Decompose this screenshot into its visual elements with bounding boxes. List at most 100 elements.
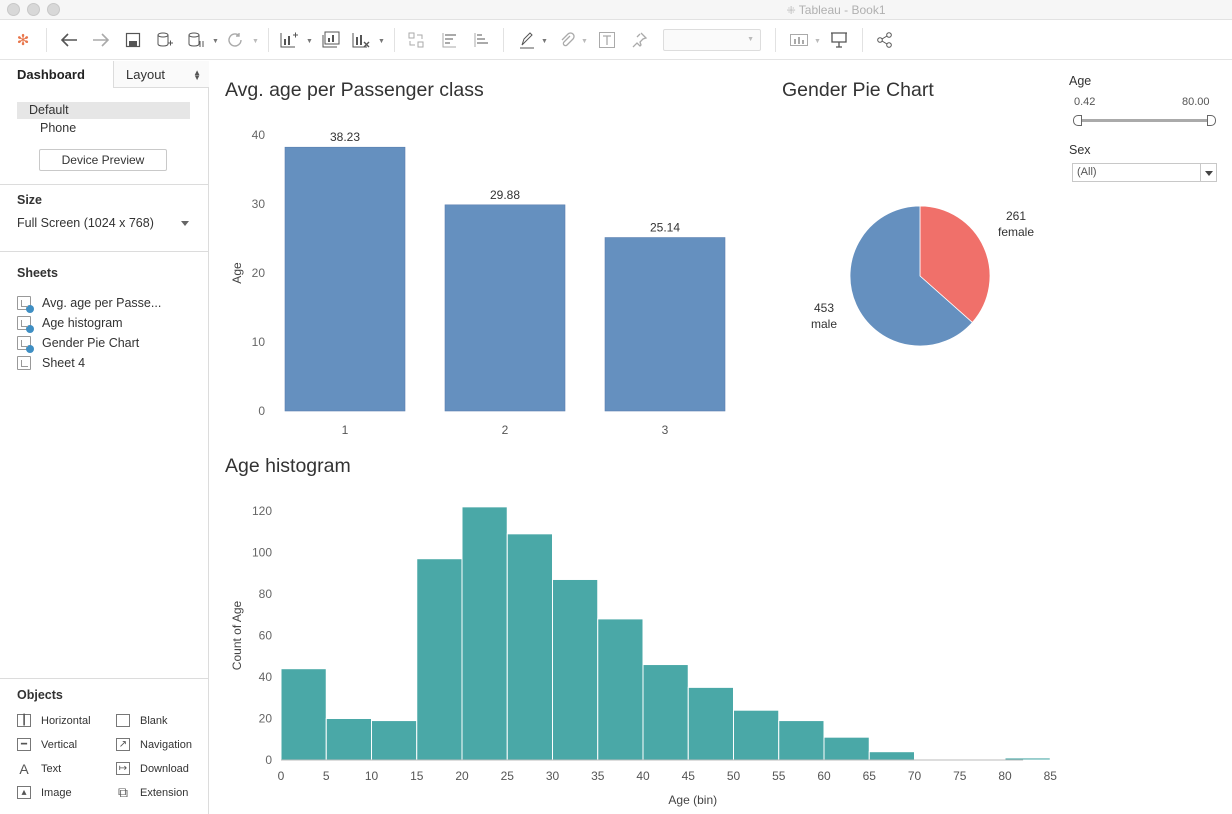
histogram-bar[interactable]: [552, 578, 599, 761]
object-navigation[interactable]: ↗ Navigation: [116, 738, 192, 751]
blank-icon: [116, 714, 130, 727]
y-axis-label: Age: [230, 262, 244, 284]
sheet-item-age-histogram[interactable]: Age histogram: [17, 314, 123, 333]
histogram-bar[interactable]: [416, 558, 463, 761]
age-slider-min-handle[interactable]: [1073, 115, 1082, 126]
chevron-down-icon[interactable]: ▼: [306, 38, 313, 45]
histogram-bar[interactable]: [461, 506, 508, 761]
refresh-icon[interactable]: [224, 29, 246, 51]
close-window-button[interactable]: [7, 3, 20, 16]
object-download[interactable]: ↦ Download: [116, 762, 189, 775]
swap-rows-columns-icon[interactable]: [405, 29, 427, 51]
histogram-bar[interactable]: [733, 709, 780, 761]
x-tick-label: 20: [455, 769, 469, 783]
gender-pie-chart[interactable]: 261 female 453 male: [800, 190, 1040, 360]
chevron-down-icon[interactable]: ▼: [252, 38, 259, 45]
forward-arrow-icon[interactable]: [90, 29, 112, 51]
clear-sheet-icon[interactable]: [350, 29, 372, 51]
save-icon[interactable]: [122, 29, 144, 51]
minimize-window-button[interactable]: [27, 3, 40, 16]
object-vertical[interactable]: ━ Vertical: [17, 738, 77, 751]
pie-slice-female[interactable]: [919, 205, 991, 324]
y-tick-label: 0: [265, 753, 272, 767]
presentation-mode-icon[interactable]: [828, 29, 850, 51]
bar-chart-title: Avg. age per Passenger class: [225, 79, 484, 101]
x-tick-label: 3: [662, 423, 669, 437]
age-range-slider-track[interactable]: [1077, 119, 1213, 122]
object-extension[interactable]: ⧉ Extension: [118, 784, 189, 800]
size-dropdown[interactable]: Full Screen (1024 x 768): [17, 216, 191, 230]
histogram-bar[interactable]: [823, 736, 870, 761]
histogram-bar[interactable]: [597, 618, 644, 761]
pause-data-updates-icon[interactable]: [185, 29, 207, 51]
y-tick-label: 40: [259, 670, 273, 684]
chevron-down-icon: [1200, 164, 1216, 181]
histogram-bar[interactable]: [778, 720, 825, 761]
device-preview-button[interactable]: Device Preview: [39, 149, 167, 171]
x-tick-label: 5: [323, 769, 330, 783]
new-worksheet-icon[interactable]: [278, 29, 300, 51]
object-blank[interactable]: Blank: [116, 714, 168, 727]
extension-icon: ⧉: [118, 784, 128, 800]
object-image[interactable]: ▴ Image: [17, 786, 72, 799]
chevron-down-icon[interactable]: ▼: [581, 38, 588, 45]
chevron-down-icon[interactable]: ▼: [378, 38, 385, 45]
sheet-item-gender-pie[interactable]: Gender Pie Chart: [17, 334, 139, 353]
new-data-source-icon[interactable]: [154, 29, 176, 51]
duplicate-sheet-icon[interactable]: [320, 29, 342, 51]
histogram-bar[interactable]: [687, 686, 734, 761]
histogram-bar[interactable]: [371, 720, 418, 761]
device-default[interactable]: Default: [17, 102, 190, 119]
highlight-pen-icon[interactable]: [516, 29, 538, 51]
histogram-bar[interactable]: [642, 664, 689, 761]
share-icon[interactable]: [874, 29, 896, 51]
x-tick-label: 55: [772, 769, 786, 783]
avg-age-bar-chart[interactable]: 0 10 20 30 40 Age 38.23 1 29.88 2 25.14 3: [225, 115, 765, 445]
sort-descending-icon[interactable]: [470, 29, 492, 51]
bar-class-2[interactable]: [444, 204, 566, 412]
object-horizontal[interactable]: ┃ Horizontal: [17, 714, 91, 727]
histogram-bar[interactable]: [868, 751, 915, 761]
tableau-logo-icon[interactable]: ✻: [16, 32, 30, 49]
worksheet-icon: [17, 356, 31, 370]
show-me-icon[interactable]: [788, 29, 810, 51]
tableau-logo-icon: ⁜: [786, 5, 799, 17]
pie-slice-male[interactable]: [849, 205, 973, 347]
histogram-bar[interactable]: [280, 668, 327, 761]
chevron-down-icon[interactable]: ▼: [541, 38, 548, 45]
bar-class-1[interactable]: [284, 146, 406, 412]
size-heading: Size: [17, 193, 43, 207]
sex-filter-heading: Sex: [1069, 143, 1091, 157]
worksheet-icon: [17, 336, 34, 353]
x-tick-label: 25: [501, 769, 515, 783]
device-phone[interactable]: Phone: [40, 121, 77, 135]
chevron-down-icon[interactable]: ▼: [212, 38, 219, 45]
histogram-bar[interactable]: [1004, 757, 1051, 761]
sort-ascending-icon[interactable]: [438, 29, 460, 51]
y-tick-label: 20: [252, 266, 266, 280]
sheet-item-sheet-4[interactable]: Sheet 4: [17, 354, 85, 372]
y-tick-label: 40: [252, 128, 266, 142]
age-histogram-chart[interactable]: 0 20 40 60 80 100 120 Count of Age 0 5 10 15 20 25 30 3…: [225, 495, 1075, 810]
tab-layout[interactable]: Layout ▲ ▼: [113, 61, 209, 88]
object-text[interactable]: A Text: [17, 761, 61, 777]
histogram-bar[interactable]: [325, 718, 372, 761]
pin-icon[interactable]: [628, 29, 650, 51]
attachment-icon[interactable]: [556, 29, 578, 51]
chevron-down-icon[interactable]: ▼: [814, 38, 821, 45]
text-box-icon[interactable]: [596, 29, 618, 51]
image-icon: ▴: [17, 786, 31, 799]
histogram-bar[interactable]: [506, 533, 553, 761]
x-tick-label: 2: [502, 423, 509, 437]
sheet-item-avg-age[interactable]: Avg. age per Passe...: [17, 294, 161, 313]
sex-filter-dropdown[interactable]: (All): [1072, 163, 1217, 182]
bar-class-3[interactable]: [604, 237, 726, 412]
y-tick-label: 20: [259, 712, 273, 726]
tab-dashboard[interactable]: Dashboard: [17, 67, 85, 82]
x-tick-label: 40: [636, 769, 650, 783]
window-titlebar: ⁜ Tableau - Book1: [0, 0, 1232, 20]
fit-selector-dropdown[interactable]: ▼: [663, 29, 761, 51]
back-arrow-icon[interactable]: [58, 29, 80, 51]
age-slider-max-handle[interactable]: [1207, 115, 1216, 126]
zoom-window-button[interactable]: [47, 3, 60, 16]
